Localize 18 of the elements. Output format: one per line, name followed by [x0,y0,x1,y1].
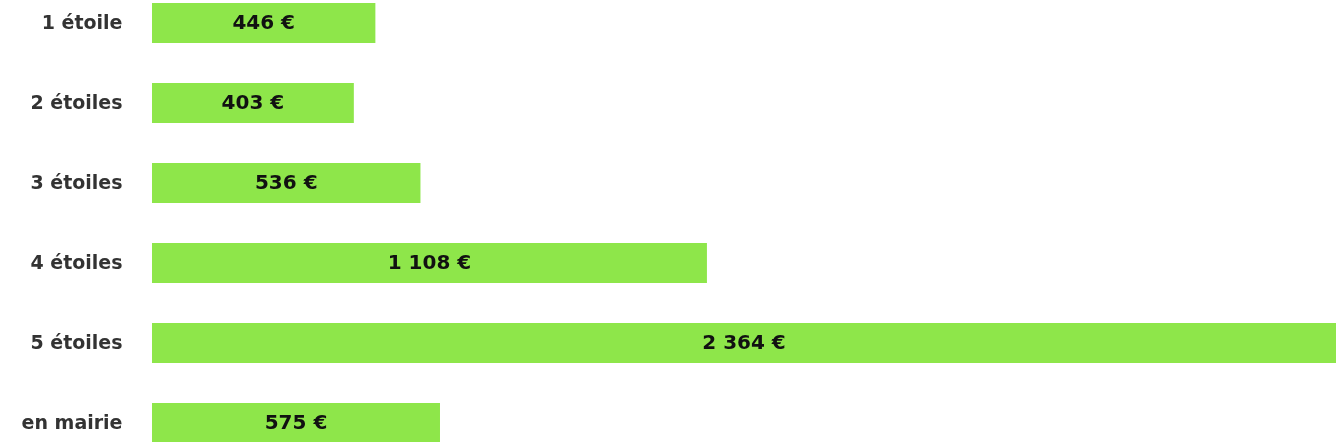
y-tick-label: 1 étoile [41,11,123,33]
data-label: 446 € [232,10,296,34]
data-label: 403 € [221,90,285,114]
bar [152,403,440,442]
bar [152,323,1336,363]
y-tick-label: 4 étoiles [30,251,123,273]
bar [152,163,421,203]
y-tick-label: 3 étoiles [30,171,123,193]
y-tick-label: en mairie [21,411,123,433]
bar [152,243,707,283]
data-label: 575 € [264,410,328,434]
y-tick-label: 5 étoiles [30,331,123,353]
bar [152,83,354,123]
data-label: 536 € [254,170,318,194]
bar [152,3,376,43]
y-tick-label: 2 étoiles [30,91,123,113]
data-label: 2 364 € [702,330,786,354]
data-label: 1 108 € [387,250,472,274]
